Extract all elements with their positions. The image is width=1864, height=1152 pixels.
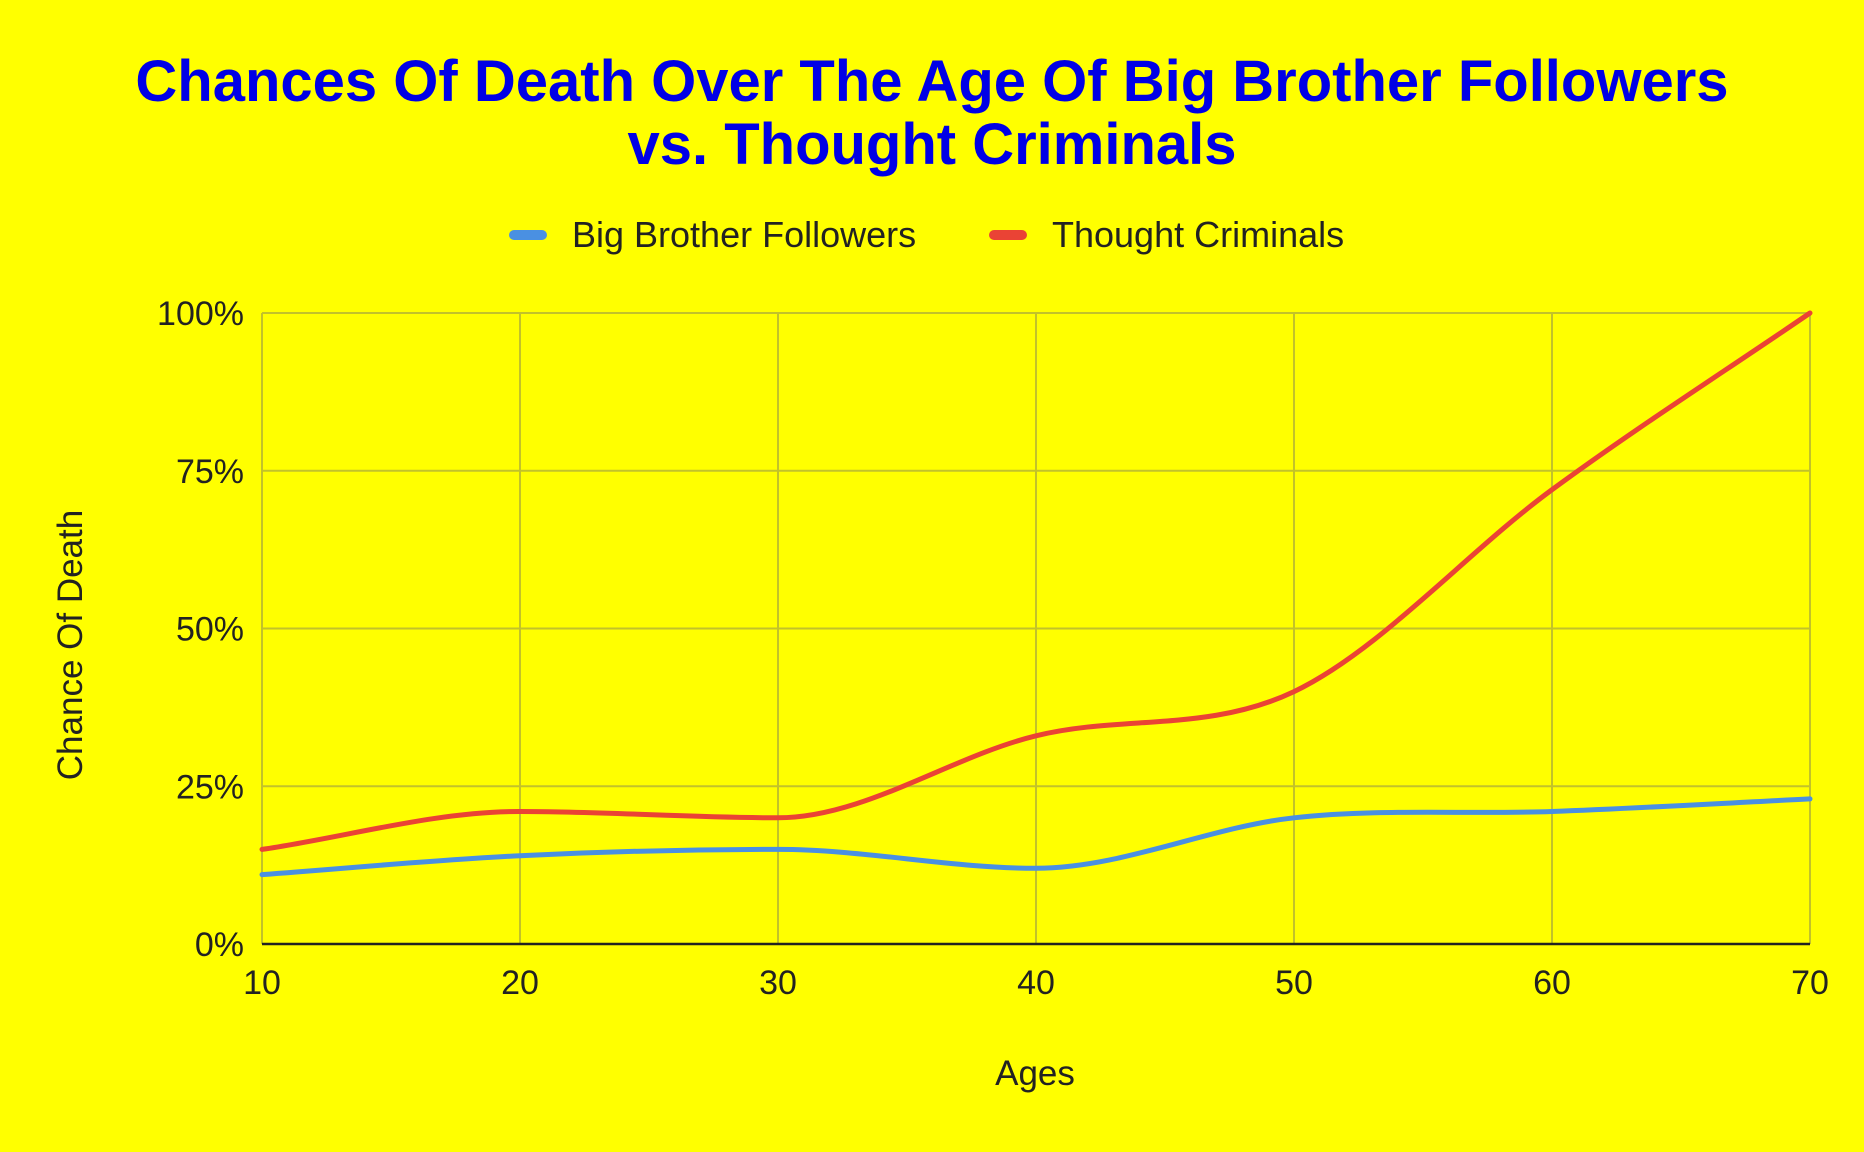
y-tick-label: 75%	[176, 453, 244, 491]
data-point-thought-criminals	[1291, 689, 1297, 695]
y-tick-label: 50%	[176, 611, 244, 649]
legend-swatch	[509, 230, 547, 240]
data-point-thought-criminals	[775, 815, 781, 821]
data-point-big-brother-followers	[259, 872, 265, 878]
x-tick-label: 60	[1533, 964, 1571, 1002]
y-axis-title: Chance Of Death	[51, 510, 90, 780]
y-tick-label: 25%	[176, 768, 244, 806]
grid	[261, 312, 1811, 944]
y-tick-label: 0%	[195, 926, 244, 964]
chart-title-line-2: vs. Thought Criminals	[627, 112, 1236, 177]
series-line-thought-criminals	[259, 310, 1813, 852]
legend-label: Thought Criminals	[1052, 214, 1344, 255]
data-point-thought-criminals	[517, 808, 523, 814]
x-tick-label: 30	[759, 964, 797, 1002]
x-tick-label: 20	[501, 964, 539, 1002]
data-point-big-brother-followers	[1291, 815, 1297, 821]
chart-title: Chances Of Death Over The Age Of Big Bro…	[135, 49, 1728, 177]
data-point-big-brother-followers	[517, 853, 523, 859]
series-lines	[259, 310, 1813, 878]
data-point-big-brother-followers	[1033, 865, 1039, 871]
x-axis-title: Ages	[995, 1054, 1075, 1093]
x-tick-label: 40	[1017, 964, 1055, 1002]
legend-label: Big Brother Followers	[572, 214, 916, 255]
series-line-big-brother-followers	[259, 796, 1813, 878]
tick-labels: 0% 25% 50% 75% 100% 10 20 30 40 50 60 70	[157, 295, 1829, 1002]
y-tick-label: 100%	[157, 295, 244, 333]
legend-swatch	[989, 230, 1027, 240]
data-point-thought-criminals	[1807, 310, 1813, 316]
x-tick-label: 70	[1791, 964, 1829, 1002]
data-point-thought-criminals	[1033, 733, 1039, 739]
chart-title-line-1: Chances Of Death Over The Age Of Big Bro…	[135, 49, 1728, 114]
x-tick-label: 10	[243, 964, 281, 1002]
data-point-big-brother-followers	[1807, 796, 1813, 802]
x-tick-label: 50	[1275, 964, 1313, 1002]
data-point-big-brother-followers	[775, 846, 781, 852]
legend: Big Brother Followers Thought Criminals	[509, 214, 1344, 255]
data-point-thought-criminals	[1549, 487, 1555, 493]
data-point-thought-criminals	[259, 846, 265, 852]
data-point-big-brother-followers	[1549, 808, 1555, 814]
